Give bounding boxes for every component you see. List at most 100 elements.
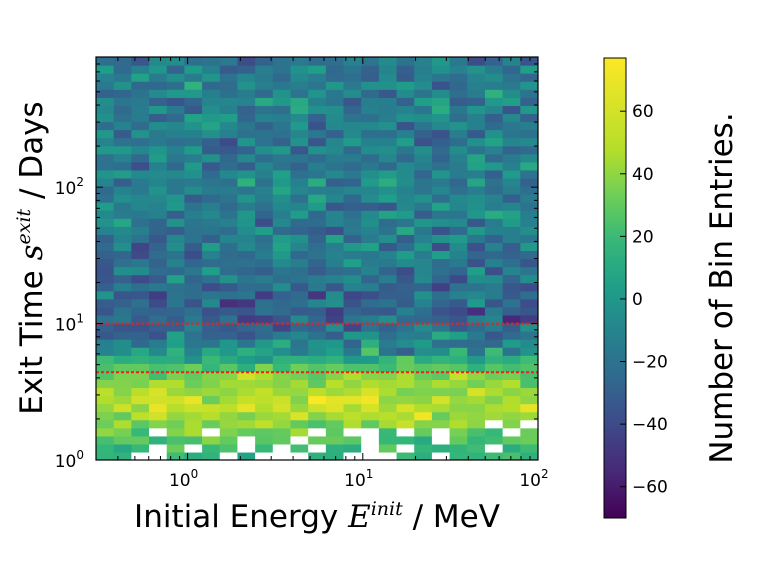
heatmap-cell	[149, 97, 168, 106]
heatmap-cell	[431, 153, 451, 163]
heatmap-cell	[290, 322, 309, 332]
heatmap-cell	[149, 218, 168, 227]
heatmap-cell	[272, 298, 292, 308]
heatmap-cell	[396, 57, 415, 66]
heatmap-cell	[272, 403, 292, 413]
heatmap-cell	[325, 65, 345, 74]
heatmap-cell	[361, 379, 380, 389]
heatmap-cell	[166, 371, 185, 380]
heatmap-cell	[378, 314, 398, 324]
colorbar-tick-label: 20	[632, 227, 654, 247]
colorbar-label: Number of Bin Entries.	[704, 112, 740, 463]
heatmap-cell	[467, 97, 486, 106]
heatmap-cell	[290, 65, 309, 74]
heatmap-cell	[290, 298, 309, 308]
heatmap-cell	[131, 451, 150, 460]
heatmap-cell	[272, 194, 292, 203]
heatmap-cell	[308, 81, 327, 90]
heatmap-cell	[149, 137, 168, 147]
heatmap-cell	[502, 282, 521, 292]
heatmap-cell	[378, 185, 398, 195]
heatmap-cell	[272, 137, 292, 147]
heatmap-cell	[325, 274, 345, 284]
heatmap-cell	[325, 81, 345, 90]
heatmap-cell	[467, 443, 486, 453]
heatmap-cell	[113, 218, 132, 227]
heatmap-cell	[290, 451, 309, 460]
heatmap-cell	[449, 210, 468, 219]
heatmap-cell	[272, 113, 292, 123]
heatmap-cell	[113, 194, 132, 203]
heatmap-cell	[414, 177, 433, 187]
heatmap-cell	[396, 169, 415, 179]
heatmap-cell	[96, 411, 115, 421]
heatmap-cell	[431, 169, 451, 179]
heatmap-cell	[484, 137, 504, 147]
heatmap-cell	[396, 89, 415, 98]
heatmap-cell	[219, 314, 239, 324]
heatmap-cell	[149, 210, 168, 219]
heatmap-cell	[502, 339, 521, 348]
heatmap-cell	[431, 250, 451, 260]
heatmap-cell	[325, 57, 345, 66]
heatmap-cell	[237, 355, 256, 364]
heatmap-cell	[414, 306, 433, 316]
heatmap-cell	[149, 129, 168, 139]
heatmap-cell	[431, 339, 451, 348]
heatmap-cell	[202, 57, 221, 66]
heatmap-cell	[202, 73, 221, 82]
heatmap-cell	[449, 161, 468, 171]
heatmap-cell	[520, 435, 538, 445]
heatmap-cell	[449, 65, 468, 74]
heatmap-cell	[431, 81, 451, 90]
heatmap-cell	[219, 105, 239, 115]
heatmap-cell	[378, 121, 398, 131]
heatmap-cell	[113, 387, 132, 397]
heatmap-cell	[449, 322, 468, 332]
heatmap-cell	[290, 395, 309, 405]
heatmap-cell	[131, 57, 150, 66]
heatmap-cell	[290, 258, 309, 268]
heatmap-cell	[290, 242, 309, 252]
heatmap-cell	[255, 169, 274, 179]
heatmap-cell	[308, 113, 327, 123]
heatmap-cell	[467, 81, 486, 90]
heatmap-cell	[113, 322, 132, 332]
heatmap-cell	[308, 210, 327, 219]
heatmap-cell	[96, 395, 115, 405]
heatmap-cell	[237, 210, 256, 219]
heatmap-cell	[308, 169, 327, 179]
heatmap-cell	[113, 282, 132, 292]
heatmap-cell	[184, 89, 203, 98]
heatmap-cell	[467, 322, 486, 332]
heatmap-cell	[467, 113, 486, 123]
heatmap-cell	[184, 177, 203, 187]
heatmap-cell	[96, 347, 115, 356]
heatmap-cell	[467, 137, 486, 147]
heatmap-cell	[202, 258, 221, 268]
heatmap-cell	[378, 290, 398, 300]
heatmap-cell	[361, 97, 380, 106]
heatmap-cell	[113, 290, 132, 300]
heatmap-cell	[272, 145, 292, 155]
heatmap-cell	[396, 282, 415, 292]
heatmap-cell	[502, 137, 521, 147]
heatmap-cell	[502, 435, 521, 445]
heatmap-cell	[325, 339, 345, 348]
heatmap-cell	[520, 73, 538, 82]
heatmap-cell	[467, 194, 486, 203]
heatmap-cell	[449, 403, 468, 413]
heatmap-cell	[520, 347, 538, 356]
heatmap-cell	[502, 363, 521, 372]
heatmap-cell	[396, 355, 415, 364]
heatmap-cell	[272, 73, 292, 82]
heatmap-cell	[166, 73, 185, 82]
heatmap-cell	[149, 177, 168, 187]
heatmap-cell	[378, 379, 398, 389]
heatmap-cell	[343, 57, 362, 66]
heatmap-cell	[414, 443, 433, 453]
heatmap-cell	[484, 194, 504, 203]
heatmap-cell	[219, 355, 239, 364]
heatmap-cell	[484, 210, 504, 219]
heatmap-cell	[378, 81, 398, 90]
